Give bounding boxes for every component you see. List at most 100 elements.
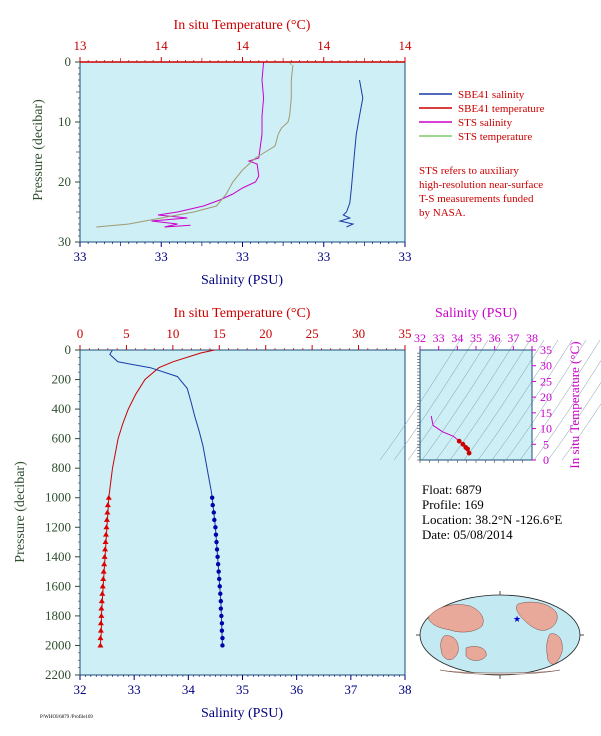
- ts-right-tick-label: 5: [543, 437, 549, 451]
- chart2-sal-marker: [218, 598, 224, 604]
- chart2-sal-marker: [215, 562, 221, 567]
- ts-top-tick-label: 32: [414, 331, 426, 345]
- chart1-left-tick-label: 20: [58, 174, 71, 189]
- chart2-series-temperature: [99, 349, 215, 646]
- map-north-america: [516, 601, 558, 631]
- chart2-top-tick-label: 25: [306, 326, 319, 341]
- chart1-bottom-tick-label: 33: [317, 249, 330, 264]
- chart1-bottom-axis: 33 33 33 33 33: [74, 242, 412, 264]
- chart1-left-tick-label: 30: [58, 234, 71, 249]
- ts-top-axis-label: Salinity (PSU): [435, 306, 517, 321]
- chart2-sal-marker: [215, 554, 220, 560]
- chart2-top-tick-label: 5: [123, 326, 130, 341]
- chart2-left-tick-label: 1400: [45, 549, 71, 564]
- chart2-bottom-axis: 32 33 34 35 36 37 38: [74, 675, 412, 697]
- float-info-line: Date: 05/08/2014: [422, 527, 513, 542]
- chart2-left-tick-label: 2000: [45, 637, 71, 652]
- chart2-temp-marker: [97, 642, 104, 648]
- chart2-left-tick-label: 2200: [45, 667, 71, 682]
- chart2-top-axis: 0 5 10 15 20 25 30 35: [77, 326, 412, 350]
- ts-plot-area: [419, 349, 533, 461]
- ts-right-tick-label: 35: [540, 343, 552, 357]
- legend-item-label: STS salinity: [458, 117, 513, 129]
- chart2-bottom-tick-label: 35: [236, 682, 249, 697]
- chart2-sal-marker: [213, 532, 219, 537]
- chart1-bottom-tick-label: 33: [236, 249, 249, 264]
- chart2-sal-marker: [209, 495, 215, 500]
- legend-item-label: SBE41 temperature: [458, 103, 545, 115]
- chart2-temp-marker: [101, 561, 108, 567]
- float-info-line: Profile: 169: [422, 497, 484, 512]
- chart2-temp-marker: [98, 612, 105, 618]
- chart2-y-axis-label: Pressure (decibar): [13, 461, 28, 563]
- chart1-top-tick-label: 14: [236, 38, 250, 53]
- chart2-temp-marker: [98, 605, 105, 611]
- legend-note-line: high-resolution near-surface: [419, 179, 543, 191]
- chart2-temp-marker: [104, 502, 111, 508]
- chart1-top-axis: 13 14 14 14 14: [74, 38, 413, 62]
- chart2-left-axis: 0 200 400 600 800 1000 1200 1400 1600 1800 2000 220…: [45, 342, 80, 682]
- legend-note-line: by NASA.: [419, 207, 466, 219]
- chart2-sal-marker: [213, 525, 218, 530]
- map-eurasia: [427, 604, 484, 633]
- chart2-temp-marker: [97, 635, 104, 641]
- chart1-series: [80, 61, 405, 228]
- ts-top-tick-label: 33: [433, 331, 445, 345]
- chart2-temp-marker: [101, 553, 108, 559]
- chart1-left-tick-label: 10: [58, 114, 71, 129]
- chart2-temp-marker: [102, 546, 109, 552]
- legend-item-label: SBE41 salinity: [458, 89, 525, 101]
- ts-top-tick-label: 38: [526, 331, 538, 345]
- chart2-sal-marker: [214, 547, 220, 552]
- chart2-sal-marker: [218, 606, 224, 611]
- ts-right-tick-label: 25: [540, 374, 552, 388]
- chart1-bottom-tick-label: 33: [74, 249, 87, 264]
- ts-point: [460, 441, 466, 447]
- ts-right-tick-label: 15: [540, 406, 552, 420]
- legend-item-label: STS temperature: [458, 131, 532, 143]
- chart2-bottom-tick-label: 32: [74, 682, 87, 697]
- chart2-left-tick-label: 1800: [45, 608, 71, 623]
- chart1-top-tick-label: 13: [74, 38, 87, 53]
- chart2-bottom-tick-label: 36: [290, 682, 304, 697]
- chart1-series-sbe41-salinity: [338, 79, 364, 228]
- chart2-sal-marker: [220, 643, 225, 648]
- chart2-sal-marker: [211, 510, 216, 515]
- chart2-top-axis-label: In situ Temperature (°C): [174, 306, 311, 321]
- ts-right-tick-label: 0: [543, 453, 549, 467]
- chart2-top-tick-label: 0: [77, 326, 84, 341]
- chart2-top-tick-label: 30: [352, 326, 365, 341]
- legend-note-line: STS refers to auxiliary: [419, 165, 519, 177]
- ts-point: [466, 450, 472, 456]
- chart2-temp-marker: [99, 583, 106, 589]
- chart2-series-salinity: [109, 349, 223, 646]
- chart2-sal-marker: [218, 591, 223, 596]
- chart2-temp-marker: [97, 627, 104, 633]
- chart2-temp-marker: [98, 598, 105, 604]
- chart1-left-tick-label: 0: [65, 54, 72, 69]
- chart2-temp-marker: [97, 620, 104, 626]
- chart2-sal-marker: [217, 584, 222, 589]
- ts-top-axis: 32 33 34 35 36 37 38: [414, 331, 538, 463]
- chart2-bottom-tick-label: 38: [399, 682, 412, 697]
- ts-right-tick-label: 20: [540, 390, 552, 404]
- chart1-plot-area: [79, 61, 406, 243]
- chart2-bottom-axis-label: Salinity (PSU): [201, 706, 283, 721]
- ts-top-tick-label: 36: [489, 331, 501, 345]
- ts-point: [456, 438, 462, 444]
- map-south-america: [546, 633, 563, 665]
- chart2-sal-marker: [216, 569, 221, 574]
- chart2-temp-marker: [100, 568, 107, 574]
- ts-top-tick-label: 37: [507, 331, 519, 345]
- float-info-line: Float: 6879: [422, 482, 482, 497]
- chart1-bottom-tick-label: 33: [399, 249, 412, 264]
- chart2-plot-area: [79, 349, 406, 676]
- map-africa: [440, 635, 459, 660]
- chart1-bottom-axis-label: Salinity (PSU): [201, 273, 283, 288]
- legend: SBE41 salinity SBE41 temperature STS salin…: [419, 89, 545, 143]
- chart2-left-tick-label: 400: [52, 401, 72, 416]
- chart1-top-tick-label: 14: [399, 38, 413, 53]
- chart2-temp-marker: [105, 494, 112, 500]
